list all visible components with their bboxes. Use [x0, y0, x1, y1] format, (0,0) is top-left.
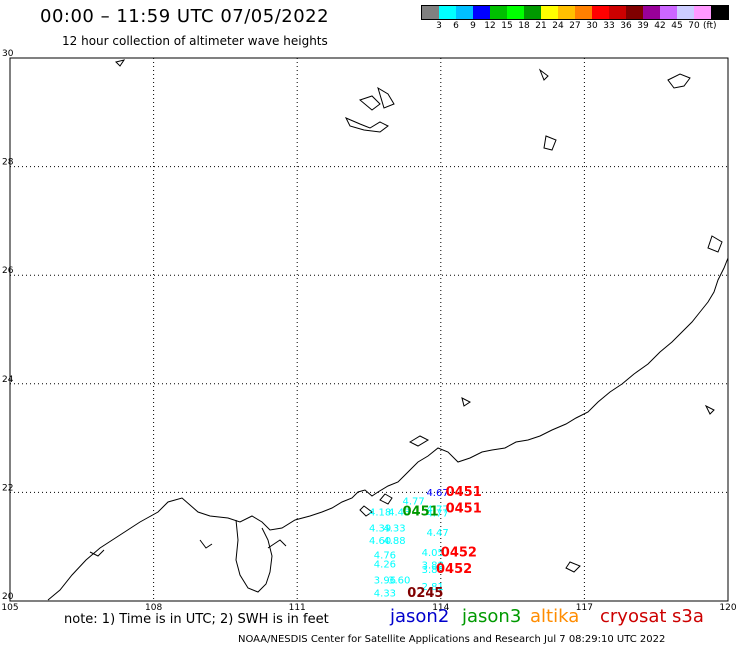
swh-value-label: 4.33 — [374, 589, 396, 600]
color-scale-label: 39 — [637, 21, 649, 31]
map-gridlines: 105 108 111 114 117 120 20 22 24 26 28 30 — [1, 49, 736, 613]
swh-value-label: 3.88 — [422, 560, 444, 571]
mission-legend-jason2: jason2 — [390, 606, 450, 627]
coastline-east-islands — [115, 59, 723, 253]
color-swatch — [439, 6, 456, 19]
color-scale-unit: (ft) — [703, 21, 717, 31]
color-swatch — [575, 6, 592, 19]
mission-legend-jason3: jason3 — [462, 606, 522, 627]
swh-value-label: 4.26 — [374, 559, 396, 570]
lat-tick-label: 30 — [2, 49, 14, 59]
color-swatch — [677, 6, 694, 19]
color-swatch — [609, 6, 626, 19]
color-swatch — [456, 6, 473, 19]
lon-tick-label: 108 — [145, 603, 162, 613]
pass-time-label: 0451 — [446, 501, 482, 516]
coastline-inlet — [89, 539, 287, 557]
color-scale-label: 3 — [436, 21, 442, 31]
swh-value-label: 3.60 — [388, 576, 410, 587]
color-scale-label: 24 — [552, 21, 564, 31]
map-frame — [9, 57, 729, 602]
credit-line: NOAA/NESDIS Center for Satellite Applica… — [238, 634, 666, 645]
lon-tick-label: 111 — [289, 603, 306, 613]
pass-time-label: 0451 — [446, 485, 482, 500]
color-scale-label: 27 — [569, 21, 581, 31]
swh-value-label: 4.77 — [426, 504, 448, 515]
color-scale-label: 21 — [535, 21, 547, 31]
lon-tick-label: 114 — [432, 603, 449, 613]
color-swatch — [592, 6, 609, 19]
pass-time-label: 0452 — [436, 562, 472, 577]
color-swatch — [626, 6, 643, 19]
color-swatch — [507, 6, 524, 19]
color-scale-label: 70 — [688, 21, 700, 31]
swh-value-label: 2.81 — [422, 582, 444, 593]
swh-value-label: 4.76 — [374, 551, 396, 562]
color-swatch — [711, 6, 728, 19]
color-scale-label: 18 — [518, 21, 530, 31]
color-swatch — [558, 6, 575, 19]
swh-value-label: 4.77 — [426, 508, 448, 519]
swh-value-label: 4.88 — [383, 536, 405, 547]
lat-tick-label: 20 — [2, 592, 14, 602]
color-swatch — [541, 6, 558, 19]
swh-value-label: 4.77 — [403, 496, 425, 507]
map-subtitle: 12 hour collection of altimeter wave hei… — [62, 34, 328, 48]
color-scale-label: 12 — [484, 21, 496, 31]
swh-value-label: 3.96 — [374, 576, 396, 587]
swh-value-label: 4.47 — [426, 528, 448, 539]
coastline-leizhou — [235, 519, 273, 593]
lat-tick-label: 26 — [2, 266, 14, 276]
color-swatch — [422, 6, 439, 19]
color-swatch — [473, 6, 490, 19]
swh-value-label: 3.86 — [422, 565, 444, 576]
lat-tick-label: 22 — [2, 483, 13, 493]
pass-time-label: 0451 — [403, 505, 439, 520]
swh-value-label: 4.60 — [369, 536, 391, 547]
lon-tick-label: 117 — [576, 603, 593, 613]
color-scale-label: 30 — [586, 21, 598, 31]
color-swatch — [660, 6, 677, 19]
island-group — [359, 397, 715, 573]
map-title: 00:00 – 11:59 UTC 07/05/2022 — [40, 6, 330, 27]
coastline — [47, 59, 729, 601]
observation-labels: 4.674.774.774.774.184.434.394.33 4.474.60… — [369, 485, 482, 601]
color-swatch — [643, 6, 660, 19]
color-scale-label: 6 — [453, 21, 459, 31]
color-scale-label: 15 — [501, 21, 513, 31]
color-scale-labels: 3 6 9 12 15 18 21 24 27 30 33 36 39 42 45 70 (ft) — [421, 21, 740, 33]
color-scale-label: 9 — [470, 21, 476, 31]
color-scale-legend: 3 6 9 12 15 18 21 24 27 30 33 36 39 42 45 70 (ft) — [421, 5, 729, 31]
color-swatch — [490, 6, 507, 19]
swh-value-label: 4.39 — [369, 523, 391, 534]
color-swatch — [694, 6, 711, 19]
footer-note: note: 1) Time is in UTC; 2) SWH is in fe… — [64, 612, 329, 627]
swh-value-label: 4.05 — [422, 548, 444, 559]
lon-tick-label: 120 — [719, 603, 736, 613]
swh-value-label: 4.43 — [388, 508, 410, 519]
lat-tick-label: 28 — [2, 158, 14, 168]
pass-time-label: 0245 — [407, 586, 443, 601]
mission-legend-altika: altika — [530, 606, 580, 627]
color-scale-label: 33 — [603, 21, 615, 31]
coastline-mainland — [47, 257, 729, 601]
swh-value-label: 4.67 — [426, 488, 448, 499]
color-swatch — [524, 6, 541, 19]
color-scale-label: 42 — [654, 21, 666, 31]
mission-legend-cryosat: cryosat — [600, 606, 667, 627]
swh-value-label: 4.18 — [369, 508, 391, 519]
mission-legend-s3a: s3a — [672, 606, 704, 627]
color-scale-label: 45 — [671, 21, 683, 31]
color-scale-swatches — [421, 5, 729, 20]
lon-tick-label: 105 — [1, 603, 18, 613]
color-scale-label: 36 — [620, 21, 632, 31]
lat-tick-label: 24 — [2, 375, 14, 385]
swh-value-label: 4.33 — [383, 523, 405, 534]
pass-time-label: 0452 — [441, 545, 477, 560]
